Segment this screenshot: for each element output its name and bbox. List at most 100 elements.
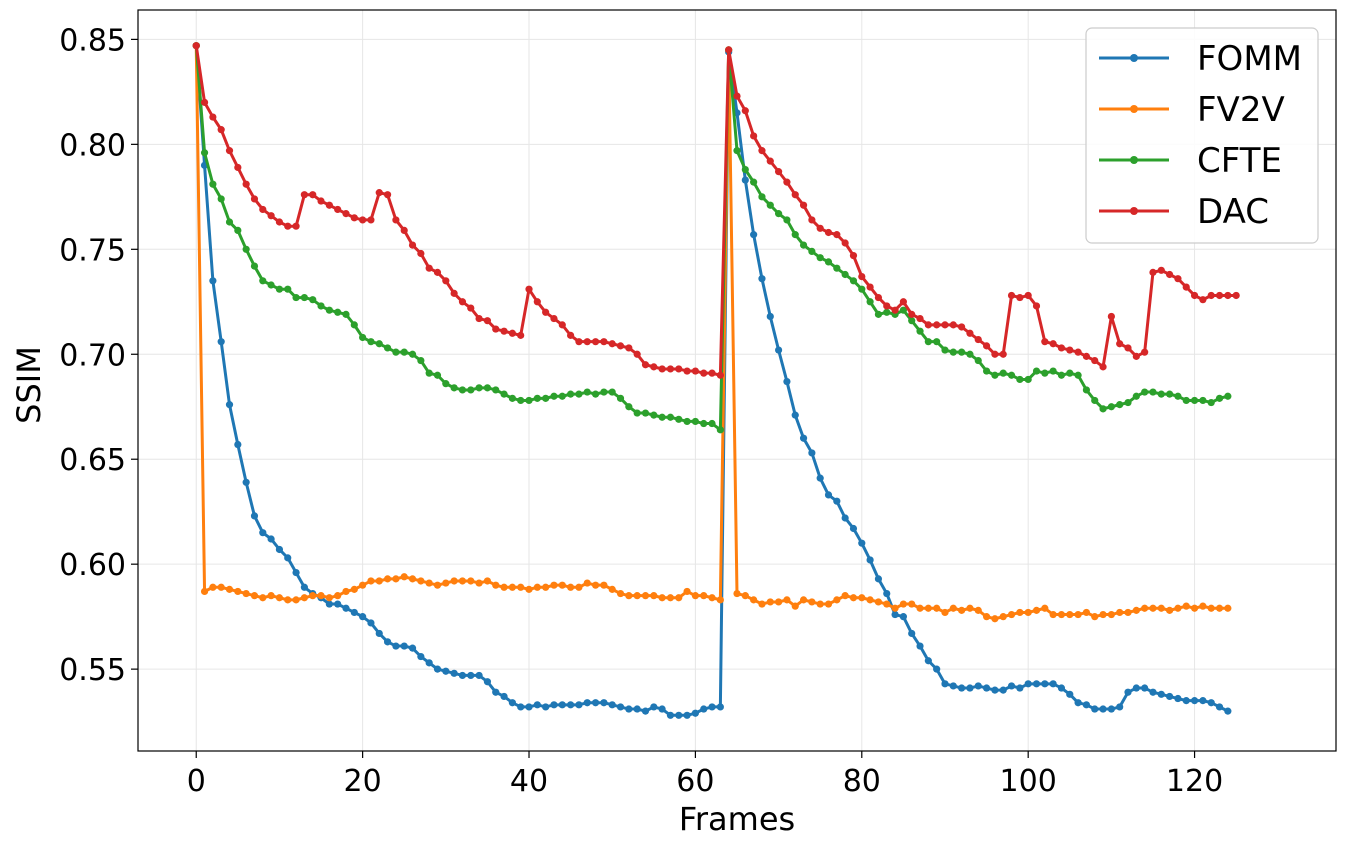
data-point-cfte bbox=[650, 411, 658, 419]
data-point-fomm bbox=[683, 711, 691, 719]
data-point-fv2v bbox=[1082, 608, 1091, 617]
data-point-fv2v bbox=[242, 589, 250, 598]
data-point-fv2v bbox=[300, 594, 308, 602]
data-point-cfte bbox=[442, 380, 450, 388]
data-point-cfte bbox=[775, 210, 783, 218]
data-point-cfte bbox=[666, 413, 675, 421]
data-point-dac bbox=[200, 98, 209, 106]
data-point-fv2v bbox=[791, 602, 799, 610]
data-point-cfte bbox=[608, 388, 616, 396]
data-point-dac bbox=[542, 308, 550, 316]
data-point-fv2v bbox=[1224, 604, 1232, 612]
data-point-cfte bbox=[242, 245, 250, 253]
data-point-fomm bbox=[808, 449, 816, 457]
data-point-fomm bbox=[242, 478, 250, 486]
data-point-fv2v bbox=[342, 587, 350, 596]
legend: FOMM FV2V CFTE DAC bbox=[1085, 27, 1319, 244]
data-point-fv2v bbox=[350, 585, 358, 593]
data-point-cfte bbox=[458, 386, 467, 394]
data-point-fv2v bbox=[966, 604, 974, 612]
data-point-dac bbox=[1041, 338, 1049, 346]
data-point-cfte bbox=[450, 384, 458, 392]
data-point-cfte bbox=[1041, 369, 1049, 377]
data-point-fv2v bbox=[217, 583, 225, 591]
data-point-cfte bbox=[334, 308, 342, 316]
data-point-fomm bbox=[475, 671, 483, 680]
data-point-cfte bbox=[525, 396, 533, 405]
data-point-dac bbox=[325, 201, 333, 209]
data-point-dac bbox=[691, 367, 700, 375]
data-point-fv2v bbox=[908, 600, 916, 608]
data-point-dac bbox=[1190, 291, 1199, 300]
series-dac bbox=[192, 42, 1240, 379]
legend-marker-dac bbox=[1130, 207, 1138, 215]
data-point-fomm bbox=[1024, 680, 1032, 688]
data-point-fv2v bbox=[625, 592, 633, 600]
data-point-fomm bbox=[1049, 680, 1057, 688]
data-point-fomm bbox=[492, 688, 500, 696]
data-point-fv2v bbox=[1207, 604, 1215, 612]
y-tick-label: 0.80 bbox=[59, 128, 126, 163]
data-point-dac bbox=[849, 252, 858, 260]
data-point-fv2v bbox=[475, 579, 483, 587]
data-point-dac bbox=[1224, 291, 1232, 300]
data-point-fomm bbox=[982, 684, 991, 692]
data-point-fv2v bbox=[275, 594, 284, 602]
data-point-dac bbox=[725, 46, 733, 54]
data-point-dac bbox=[783, 178, 791, 186]
data-point-fv2v bbox=[1166, 606, 1174, 614]
axis-ticks: 0 20 40 60 80 100 120 0.55 0.60 0.65 0.70 0.75 0.80 0… bbox=[59, 23, 1223, 799]
data-point-fomm bbox=[716, 703, 724, 711]
data-point-cfte bbox=[633, 409, 641, 417]
data-point-fv2v bbox=[650, 592, 658, 600]
data-point-fv2v bbox=[1057, 610, 1066, 619]
data-point-dac bbox=[666, 365, 675, 373]
data-point-fomm bbox=[608, 701, 616, 709]
y-tick-label: 0.85 bbox=[59, 23, 126, 58]
data-point-fv2v bbox=[849, 594, 858, 602]
data-point-dac bbox=[417, 249, 425, 258]
x-axis-label: Frames bbox=[679, 800, 795, 838]
legend-label-dac: DAC bbox=[1197, 192, 1269, 232]
data-point-fv2v bbox=[700, 592, 708, 600]
data-point-fv2v bbox=[683, 587, 691, 596]
data-point-dac bbox=[1032, 302, 1041, 310]
data-point-dac bbox=[799, 201, 808, 209]
data-point-fomm bbox=[375, 629, 383, 638]
data-point-fomm bbox=[908, 629, 916, 638]
data-point-cfte bbox=[209, 180, 217, 188]
data-point-cfte bbox=[492, 386, 500, 394]
data-point-dac bbox=[367, 216, 375, 224]
data-point-fv2v bbox=[325, 594, 333, 602]
data-point-dac bbox=[433, 268, 442, 276]
data-point-dac bbox=[641, 361, 650, 369]
data-point-cfte bbox=[225, 218, 234, 226]
data-point-fomm bbox=[1074, 699, 1082, 707]
data-point-fv2v bbox=[267, 592, 275, 600]
data-point-cfte bbox=[874, 310, 883, 318]
data-point-dac bbox=[949, 321, 957, 329]
data-point-fv2v bbox=[591, 581, 600, 589]
data-point-cfte bbox=[342, 310, 350, 318]
data-point-dac bbox=[458, 298, 467, 306]
data-point-dac bbox=[858, 272, 866, 281]
data-point-dac bbox=[1199, 296, 1207, 304]
data-point-cfte bbox=[1116, 401, 1124, 409]
data-point-fv2v bbox=[899, 600, 907, 608]
data-point-fomm bbox=[259, 529, 267, 537]
data-point-dac bbox=[475, 314, 483, 323]
data-point-cfte bbox=[1215, 394, 1224, 402]
data-point-cfte bbox=[433, 371, 442, 379]
data-point-fv2v bbox=[425, 579, 433, 587]
data-point-fomm bbox=[1099, 705, 1107, 713]
data-point-fv2v bbox=[1124, 608, 1132, 617]
data-point-fomm bbox=[217, 338, 225, 346]
data-point-dac bbox=[791, 191, 799, 199]
data-point-fv2v bbox=[1024, 608, 1032, 617]
data-point-cfte bbox=[866, 298, 874, 306]
data-point-fv2v bbox=[1116, 608, 1124, 617]
data-point-dac bbox=[658, 365, 666, 373]
data-point-dac bbox=[1174, 275, 1182, 283]
data-point-cfte bbox=[300, 293, 308, 302]
data-point-dac bbox=[1057, 344, 1066, 352]
